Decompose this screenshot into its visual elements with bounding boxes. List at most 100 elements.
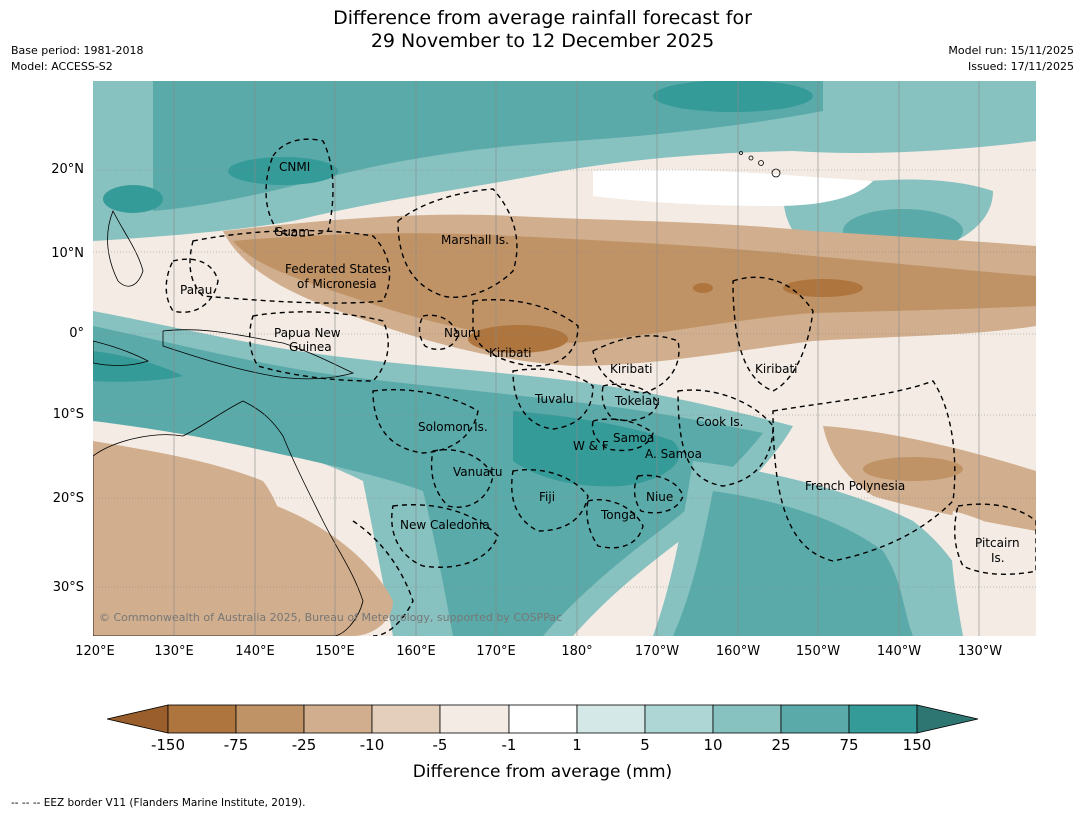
lon-label-170e: 170°E xyxy=(476,644,516,659)
eez-png xyxy=(249,311,389,382)
australia-coastline xyxy=(93,400,364,636)
label-solomon: Solomon Is. xyxy=(418,420,488,434)
wet-anomaly-area xyxy=(673,491,913,636)
eez-tuvalu xyxy=(512,368,594,430)
lon-label-120e: 120°E xyxy=(75,644,115,659)
lon-label-150e: 150°E xyxy=(315,644,355,659)
colorbar-bin xyxy=(848,704,918,734)
colorbar-tick: -25 xyxy=(291,736,317,754)
lon-label-160w: 160°W xyxy=(715,644,761,659)
colorbar-bin xyxy=(235,704,305,734)
colorbar-label: Difference from average (mm) xyxy=(412,762,673,782)
lat-label-10n: 10°N xyxy=(51,246,84,261)
gridlines xyxy=(93,81,1036,636)
model-run: Model run: 15/11/2025 xyxy=(948,44,1074,57)
label-kiribati-east: Kiribati xyxy=(755,362,797,376)
label-tonga: Tonga xyxy=(600,508,636,522)
colorbar-bin xyxy=(576,704,646,734)
lon-label-140w: 140°W xyxy=(876,644,922,659)
chart-title: Difference from average rainfall forecas… xyxy=(0,7,1085,53)
eez-samoa xyxy=(591,418,654,452)
eez-fiji xyxy=(511,469,589,532)
base-period: Base period: 1981-2018 xyxy=(11,44,144,57)
colorbar-bin xyxy=(303,704,373,734)
eez-fsm xyxy=(189,229,391,304)
label-american-samoa: A. Samoa xyxy=(645,447,702,461)
colorbar-bin xyxy=(644,704,714,734)
colorbar-tick: 1 xyxy=(572,736,582,754)
colorbar-tick: -1 xyxy=(501,736,517,754)
lat-label-20s: 20°S xyxy=(52,491,84,506)
eez-tonga xyxy=(586,499,644,549)
label-pitcairn-2: Is. xyxy=(991,551,1005,565)
lat-label-30s: 30°S xyxy=(52,580,84,595)
label-png-1: Papua New xyxy=(274,326,341,340)
label-nauru: Nauru xyxy=(444,326,480,340)
colorbar-bin xyxy=(371,704,441,734)
title-line-2: 29 November to 12 December 2025 xyxy=(370,30,715,52)
colorbar-tick: -75 xyxy=(223,736,249,754)
wet-anomaly-area xyxy=(93,326,763,636)
lon-label-130w: 130°W xyxy=(957,644,1003,659)
eez-kiribati-central xyxy=(592,335,680,394)
colorbar-bin xyxy=(167,704,237,734)
label-fsm-2: of Micronesia xyxy=(297,277,377,291)
colorbar-tick: 10 xyxy=(703,736,723,754)
meta-right: Model run: 15/11/2025 Issued: 17/11/2025 xyxy=(948,43,1074,75)
label-fsm-1: Federated States xyxy=(285,262,387,276)
eez-niue xyxy=(633,474,684,514)
colorbar-tick: 150 xyxy=(902,736,932,754)
eez-legend-note: -- -- -- EEZ border V11 (Flanders Marine… xyxy=(11,797,306,809)
eez-australia-east xyxy=(352,520,414,636)
eez-palau xyxy=(165,258,219,313)
eez-pitcairn xyxy=(954,503,1036,575)
philippines-coastline xyxy=(107,210,144,287)
indonesia-coastline xyxy=(93,340,150,366)
label-wf: W & F xyxy=(573,439,609,453)
hawaii-islands xyxy=(739,151,781,178)
eez-marshall xyxy=(397,188,518,298)
colorbar-bin xyxy=(508,704,578,734)
dry-anomaly-area xyxy=(783,279,863,297)
wet-anomaly-area xyxy=(103,185,163,213)
lat-label-10s: 10°S xyxy=(52,407,84,422)
dry-anomaly-area xyxy=(468,325,568,353)
eez-nauru xyxy=(418,314,459,351)
eez-tokelau xyxy=(601,383,659,422)
label-samoa: Samoa xyxy=(613,431,654,445)
eez-french-polynesia xyxy=(772,380,956,562)
colorbar-bin xyxy=(712,704,782,734)
new-guinea-coastline xyxy=(162,329,355,380)
colorbar-tick: 25 xyxy=(771,736,791,754)
copyright-notice: © Commonwealth of Australia 2025, Bureau… xyxy=(99,611,562,624)
lon-label-170w: 170°W xyxy=(634,644,680,659)
eez-new-caledonia xyxy=(391,504,499,568)
eez-borders xyxy=(165,138,1036,636)
dry-anomaly-area xyxy=(693,283,713,293)
label-tuvalu: Tuvalu xyxy=(534,392,574,406)
rainfall-map: CNMI Guam Marshall Is. Federated States … xyxy=(93,81,1036,636)
label-french-polynesia: French Polynesia xyxy=(805,479,905,493)
lon-label-160e: 160°E xyxy=(396,644,436,659)
label-cnmi: CNMI xyxy=(279,160,310,174)
lon-label-130e: 130°E xyxy=(154,644,194,659)
neutral-area xyxy=(593,169,873,206)
dry-anomaly-area xyxy=(263,501,393,636)
lat-label-0: 0° xyxy=(69,326,84,341)
eez-kiribati-west xyxy=(472,299,579,367)
wet-anomaly-area xyxy=(93,351,183,382)
wet-anomaly-area xyxy=(228,157,338,185)
label-kiribati-west: Kiribati xyxy=(489,346,531,360)
meta-left: Base period: 1981-2018 Model: ACCESS-S2 xyxy=(11,43,143,75)
colorbar-tick: -150 xyxy=(150,736,186,754)
lon-label-140e: 140°E xyxy=(235,644,275,659)
colorbar-extend-low xyxy=(107,704,169,734)
lon-label-150w: 150°W xyxy=(795,644,841,659)
colorbar-bin xyxy=(439,704,510,734)
colorbar-tick: -10 xyxy=(359,736,385,754)
label-palau: Palau xyxy=(180,283,212,297)
label-fiji: Fiji xyxy=(539,490,555,504)
wet-anomaly-area xyxy=(653,81,813,112)
eez-cook xyxy=(677,389,774,487)
label-tokelau: Tokelau xyxy=(614,394,660,408)
